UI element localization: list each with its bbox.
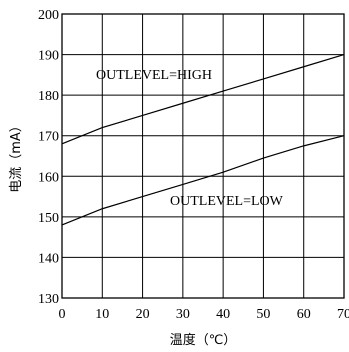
annotation-outlevel-low: OUTLEVEL=LOW (170, 194, 284, 209)
x-tick-label: 40 (216, 307, 230, 322)
y-tick-label: 190 (38, 49, 59, 64)
y-tick-label: 180 (38, 89, 59, 104)
x-tick-label: 50 (256, 307, 270, 322)
x-tick-label: 0 (59, 307, 66, 322)
y-tick-labels: 130 140 150 160 170 180 190 200 (38, 8, 59, 307)
x-tick-label: 10 (95, 307, 109, 322)
x-tick-label: 70 (337, 307, 349, 322)
y-tick-label: 130 (38, 292, 59, 307)
annotation-outlevel-high: OUTLEVEL=HIGH (96, 68, 212, 83)
y-tick-label: 170 (38, 130, 59, 145)
y-axis-label: 电流（mA） (9, 119, 24, 193)
y-tick-label: 160 (38, 170, 59, 185)
y-tick-label: 200 (38, 8, 59, 23)
series-line-low (61, 135, 345, 226)
x-tick-label: 20 (136, 307, 150, 322)
y-tick-label: 150 (38, 211, 59, 226)
series-line-high (61, 53, 345, 145)
x-tick-label: 30 (176, 307, 190, 322)
x-tick-label: 60 (297, 307, 311, 322)
grid (61, 13, 345, 299)
x-tick-labels: 0 10 20 30 40 50 60 70 (59, 307, 349, 322)
y-tick-label: 140 (38, 251, 59, 266)
series-lines (61, 53, 345, 226)
plot-frame (61, 13, 345, 299)
x-axis-label: 温度（℃） (170, 332, 237, 348)
